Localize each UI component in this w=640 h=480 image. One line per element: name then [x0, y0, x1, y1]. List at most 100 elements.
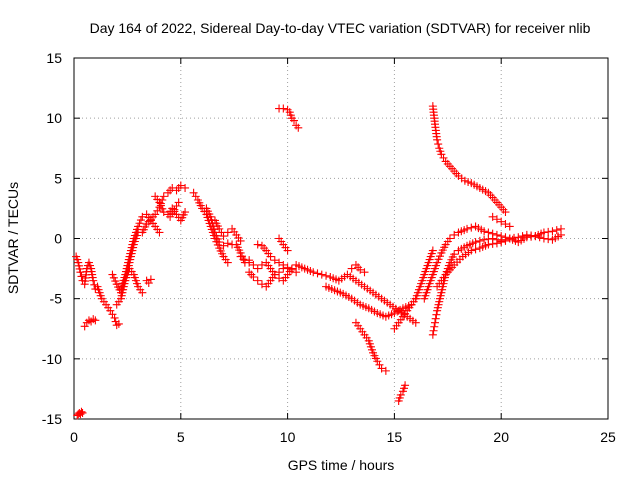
data-point	[253, 240, 262, 249]
data-point	[77, 407, 86, 416]
data-point	[501, 208, 510, 217]
data-point	[356, 265, 365, 274]
series-arc-ac	[488, 212, 514, 231]
data-point	[240, 256, 249, 265]
data-point-interp	[471, 245, 480, 254]
series-arc-q	[275, 104, 303, 132]
data-point	[253, 276, 262, 285]
x-tick-label: 5	[177, 429, 185, 445]
y-tick-label: -15	[42, 411, 62, 427]
data-point-interp	[475, 236, 484, 245]
data-point	[279, 260, 288, 269]
data-point	[257, 280, 266, 289]
data-point	[450, 230, 459, 239]
series-arc-m	[236, 252, 296, 285]
data-point-interp	[467, 223, 476, 232]
data-point	[223, 258, 232, 267]
data-point	[138, 288, 147, 297]
data-point	[159, 208, 168, 217]
series-arc-n	[245, 264, 288, 291]
data-point-interp	[430, 322, 439, 331]
data-point	[181, 208, 190, 217]
data-point	[236, 236, 245, 245]
data-point-interp	[488, 239, 497, 248]
data-point-interp	[527, 232, 536, 241]
data-point	[360, 268, 369, 277]
x-tick-label: 20	[493, 429, 509, 445]
data-point-interp	[430, 318, 439, 327]
data-point	[146, 275, 155, 284]
data-point	[501, 236, 510, 245]
y-tick-label: 0	[54, 231, 62, 247]
y-tick-label: 10	[46, 110, 62, 126]
data-point	[292, 268, 301, 277]
data-point	[531, 232, 540, 241]
series-arc-g	[138, 181, 190, 237]
series-arc-o	[253, 240, 301, 277]
data-point	[294, 123, 303, 132]
data-point	[275, 268, 284, 277]
y-tick-label: -5	[50, 291, 63, 307]
data-point	[497, 217, 506, 226]
data-point-interp	[313, 269, 322, 278]
data-point	[181, 183, 190, 192]
data-point-interp	[153, 206, 162, 215]
series-arc-aa	[433, 236, 510, 291]
series-arc-k	[210, 216, 245, 245]
data-point	[557, 230, 566, 239]
series-arc-p	[275, 234, 292, 255]
data-point	[505, 222, 514, 231]
data-point	[275, 258, 284, 267]
data-point	[450, 250, 459, 259]
data-point	[492, 215, 501, 224]
x-tick-label: 0	[70, 429, 78, 445]
data-point	[215, 238, 224, 247]
data-point-interp	[429, 326, 438, 335]
data-points	[72, 102, 566, 420]
data-point	[309, 268, 318, 277]
data-point	[78, 408, 87, 417]
series-arc-u	[347, 260, 369, 277]
data-point	[159, 192, 168, 201]
data-point	[270, 270, 279, 279]
chart-title: Day 164 of 2022, Sidereal Day-to-day VTE…	[90, 20, 591, 36]
data-point	[112, 321, 121, 330]
data-point	[257, 260, 266, 269]
series-arc-f2	[142, 275, 155, 288]
data-point	[548, 227, 557, 236]
x-tick-label: 15	[387, 429, 403, 445]
data-point	[463, 224, 472, 233]
data-point	[219, 241, 228, 250]
data-point	[270, 256, 279, 265]
data-point	[219, 232, 228, 241]
data-point	[170, 205, 179, 214]
y-tick-label: 5	[54, 170, 62, 186]
data-point	[381, 366, 390, 375]
data-point	[428, 330, 437, 339]
data-point	[245, 258, 254, 267]
x-axis-label: GPS time / hours	[288, 457, 395, 473]
data-point	[480, 235, 489, 244]
data-point	[488, 212, 497, 221]
grid-lines	[74, 58, 608, 419]
data-point	[91, 316, 100, 325]
x-tick-label: 25	[600, 429, 616, 445]
data-point	[279, 104, 288, 113]
y-axis-label: SDTVAR / TECUs	[5, 182, 21, 294]
data-point	[223, 239, 232, 248]
data-point	[492, 239, 501, 248]
data-point	[174, 198, 183, 207]
data-point	[480, 227, 489, 236]
series-arc-t	[351, 318, 390, 375]
data-point-interp	[497, 238, 506, 247]
data-point-interp	[77, 272, 86, 281]
data-point	[347, 264, 356, 273]
data-point-interp	[552, 226, 561, 235]
series-arc-x	[411, 246, 437, 303]
data-point-interp	[108, 310, 117, 319]
data-point	[522, 233, 531, 242]
data-point-interp	[434, 140, 443, 149]
data-point	[411, 318, 420, 327]
data-point-interp	[432, 310, 441, 319]
